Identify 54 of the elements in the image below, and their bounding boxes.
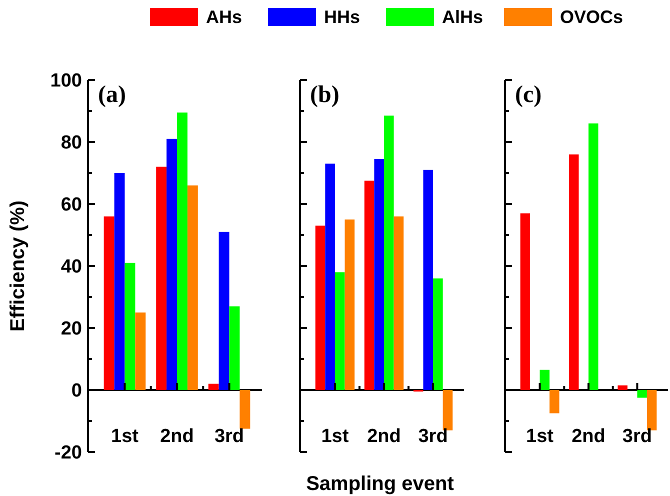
x-tick-label: 2nd: [367, 426, 401, 447]
bar: [618, 385, 628, 390]
bar: [520, 213, 530, 390]
bar: [334, 272, 345, 390]
legend-label: AlHs: [442, 7, 484, 27]
bar: [384, 116, 394, 390]
bar: [394, 216, 404, 390]
x-tick-label: 3rd: [622, 426, 652, 447]
bar: [433, 278, 443, 390]
y-tick-label: -20: [54, 442, 82, 464]
x-tick-label: 1st: [526, 426, 554, 447]
bar: [315, 226, 326, 390]
bar: [114, 173, 125, 390]
x-tick-label: 3rd: [418, 426, 448, 447]
bar: [637, 390, 647, 398]
chart-title: (c): [515, 82, 542, 108]
bar: [218, 232, 230, 390]
chart-title: (b): [310, 82, 340, 108]
x-tick-label: 1st: [111, 426, 140, 447]
x-axis-title: Sampling event: [306, 473, 454, 495]
bar: [135, 312, 146, 390]
bar: [156, 166, 167, 390]
bar: [344, 220, 355, 390]
bar: [177, 112, 188, 390]
x-tick-label: 2nd: [572, 426, 606, 447]
bar: [208, 384, 219, 390]
bar: [229, 306, 240, 390]
bar: [423, 170, 434, 390]
bar: [325, 164, 335, 390]
chart-title: (a): [98, 82, 126, 108]
bar: [187, 185, 198, 390]
bar: [569, 154, 579, 390]
y-tick-label: 0: [71, 380, 82, 402]
x-tick-label: 3rd: [214, 426, 244, 447]
x-tick-label: 1st: [321, 426, 350, 447]
y-axis-title: Efficiency (%): [7, 200, 29, 332]
legend-label: HHs: [324, 7, 360, 27]
bar: [374, 159, 384, 390]
bar: [540, 370, 550, 390]
legend-label: OVOCs: [560, 7, 624, 27]
bar: [166, 138, 177, 390]
bar: [104, 216, 114, 390]
bar: [364, 180, 374, 390]
y-tick-label: 60: [60, 194, 82, 216]
legend-label: AHs: [206, 7, 242, 27]
bar: [124, 262, 136, 390]
bar: [240, 390, 250, 429]
bar: [550, 390, 560, 414]
y-tick-label: 20: [60, 318, 82, 340]
y-tick-label: 80: [60, 132, 82, 154]
y-tick-label: 40: [60, 256, 82, 278]
y-tick-label: 100: [50, 70, 82, 92]
bar: [588, 123, 598, 390]
x-tick-label: 2nd: [160, 426, 194, 447]
